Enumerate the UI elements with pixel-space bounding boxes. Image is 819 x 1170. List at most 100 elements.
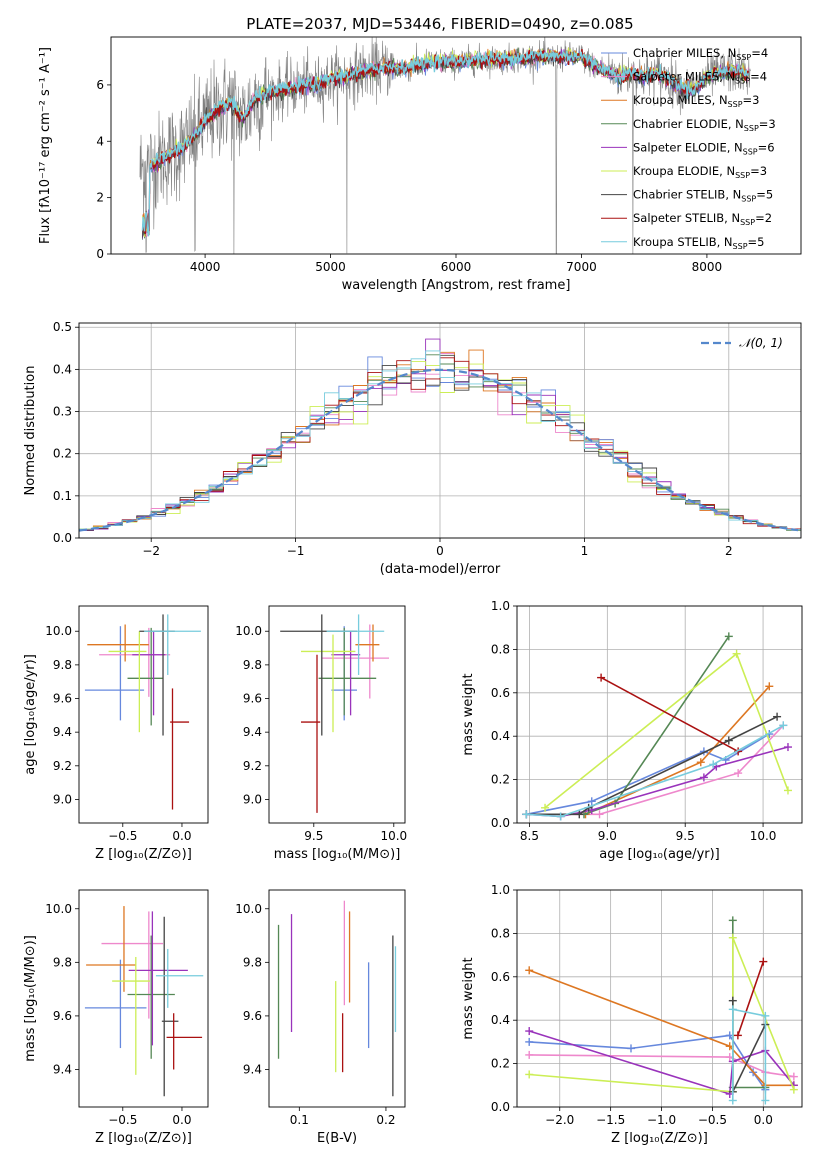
mass_vs_Z-frame [78,889,209,1108]
age_vs_Z-ytick-label: 9.4 [53,725,72,739]
spectrum-plot-area [139,37,751,254]
weight_vs_age-xtick-label: 9.5 [676,829,695,843]
spectrum-legend-label: Chabrier MILES, NSSP=4 [633,46,768,62]
age_vs_Z-ytick-label: 9.2 [53,759,72,773]
residuals-ytick-label: 0.5 [53,320,72,334]
weight_vs_age-ylabel: mass weight [461,673,476,755]
weight_vs_age-ytick-label: 1.0 [491,599,510,613]
age_vs_Z-ytick-label: 10.0 [45,624,72,638]
weight_vs_age-line-salpeter-miles [526,724,784,816]
mass_vs_Z-plot-area [84,906,204,1097]
residuals-xtick-label: 1 [581,544,589,558]
spectrum-ytick-label: 6 [96,78,104,92]
mass_vs_ebv-plot-area [277,900,397,1097]
spectrum-axes: 4000 5000 6000 7000 8000 0 2 4 6 wavelength [Angs… [38,47,722,293]
residual-legend: 𝒩(0, 1) [701,336,783,350]
mass_vs_ebv-xtick-label: 0.1 [290,1113,309,1127]
weight_vs_age-ytick-label: 0.2 [491,773,510,787]
weight_vs_age-xtick-label: 10.0 [750,829,777,843]
mass_vs_Z-ylabel: mass [log₁₀(M/M⊙)] [23,935,38,1062]
age_vs_Z-axes: −0.5 0.0 9.0 9.2 9.4 9.6 9.8 10.0 Z [log₁₀(Z/Z⊙)… [23,624,192,862]
mass_vs_ebv-ytick-label: 9.6 [243,1009,262,1023]
weight_vs_age-line-kroupa-elodie [544,652,789,809]
age_vs_Z-frame [78,605,209,824]
weight_vs_age-ytick-label: 0.6 [491,686,510,700]
age_vs_Z-xtick-label: −0.5 [108,829,137,843]
mass_vs_Z-xtick-label: −0.5 [108,1113,137,1127]
age_vs_mass-frame [268,605,406,824]
residuals-ytick-label: 0.3 [53,405,72,419]
weight_vs_Z-ytick-label: 0.8 [491,926,510,940]
spectrum-ytick-label: 4 [96,134,104,148]
weight_vs_age-ytick-label: 0.8 [491,642,510,656]
spectrum-legend-label: Salpeter STELIB, NSSP=2 [633,211,772,227]
weight_vs_Z-xtick-label: 0.0 [754,1113,773,1127]
spectrum-legend-label: Kroupa MILES, NSSP=3 [633,93,759,109]
residuals-ytick-label: 0.0 [53,531,72,545]
age_vs_mass-xlabel: mass [log₁₀(M/M⊙)] [274,847,401,862]
mass_vs_Z-ytick-label: 9.8 [53,955,72,969]
spectrum-ytick-label: 0 [96,247,104,261]
residuals-xtick-label: 0 [436,544,444,558]
spectrum-frame [110,36,802,255]
residuals-xtick-label: 2 [725,544,733,558]
residuals-xlabel: (data-model)/error [380,562,501,577]
weight_vs_age-xlabel: age [log₁₀(age/yr)] [599,847,720,862]
mass_vs_ebv-axes: 0.1 0.2 9.4 9.6 9.8 10.0 E(B-V) [235,902,395,1146]
spectrum-legend: Chabrier MILES, NSSP=4 Salpeter MILES, NS… [601,46,776,251]
residual-legend-label: 𝒩(0, 1) [739,336,783,350]
weight_vs_Z-xtick-label: −1.0 [647,1113,676,1127]
weight_vs_age-ytick-label: 0.0 [491,816,510,830]
mass_vs_ebv-xlabel: E(B-V) [317,1131,357,1146]
weight_vs_Z-ytick-label: 0.0 [491,1100,510,1114]
spectrum-model-kroupa-stelib [141,49,749,237]
spectrum-xtick-label: 5000 [315,260,346,274]
residuals-ytick-label: 0.2 [53,447,72,461]
mass_vs_ebv-xtick-label: 0.2 [376,1113,395,1127]
age_vs_Z-xtick-label: 0.0 [172,829,191,843]
weight_vs_age-line-kroupa-stelib [526,724,784,818]
weight_vs_Z-ytick-label: 0.6 [491,970,510,984]
mass_vs_ebv-ytick-label: 10.0 [235,902,262,916]
spectrum-xtick-label: 4000 [190,260,221,274]
age_vs_mass-plot-area [280,614,389,813]
age_vs_mass-ytick-label: 9.0 [243,792,262,806]
spectrum-ylabel: Flux [fλ10⁻¹⁷ erg cm⁻² s⁻¹ A⁻¹] [38,47,53,244]
normal-curve [79,368,799,532]
spectrum-xtick-label: 6000 [441,260,472,274]
weight_vs_age-plot-area [522,632,792,821]
spectrum-xtick-label: 8000 [692,260,723,274]
age_vs_mass-ytick-label: 9.2 [243,759,262,773]
spectrum-legend-label: Chabrier STELIB, NSSP=5 [633,188,773,204]
residuals-frame [78,322,802,539]
spectrum-xtick-label: 7000 [566,260,597,274]
residual-hist-kroupa-stelib [79,350,801,538]
age_vs_mass-axes: 9.5 10.0 9.0 9.2 9.4 9.6 9.8 10.0 mass [log₁₀(M/… [235,624,407,862]
mass_vs_Z-ytick-label: 9.4 [53,1062,72,1076]
residuals-ytick-label: 0.1 [53,489,72,503]
weight_vs_age-ytick-label: 0.4 [491,729,510,743]
residuals-plot-area [79,338,801,538]
residuals-ylabel: Normed distribution [23,366,38,496]
weight_vs_Z-ytick-label: 1.0 [491,883,510,897]
weight_vs_Z-xtick-label: −0.5 [698,1113,727,1127]
weight_vs_Z-frame [516,889,803,1108]
spectrum-ytick-label: 2 [96,191,104,205]
mass_vs_ebv-ytick-label: 9.8 [243,955,262,969]
weight_vs_age-line-chabrier-elodie [583,635,730,816]
weight_vs_age-line-salpeter-stelib [600,676,739,753]
spectrum-legend-label: Chabrier ELODIE, NSSP=3 [633,117,776,133]
spectrum-xlabel: wavelength [Angstrom, rest frame] [342,278,571,293]
age_vs_Z-ytick-label: 9.0 [53,792,72,806]
weight_vs_Z-xlabel: Z [log₁₀(Z/Z⊙)] [611,1131,708,1146]
weight_vs_Z-xtick-label: −2.0 [545,1113,574,1127]
age_vs_mass-ytick-label: 10.0 [235,624,262,638]
mass_vs_Z-ytick-label: 9.6 [53,1009,72,1023]
age_vs_Z-plot-area [84,614,201,810]
weight_vs_age-line-chabrier-stelib [526,715,778,816]
residuals-xtick-label: −2 [142,544,160,558]
weight_vs_Z-line-kroupa-stelib [731,1008,767,1101]
weight_vs_Z-ylabel: mass weight [461,957,476,1039]
age_vs_Z-ylabel: age [log₁₀(age/yr)] [23,654,38,775]
